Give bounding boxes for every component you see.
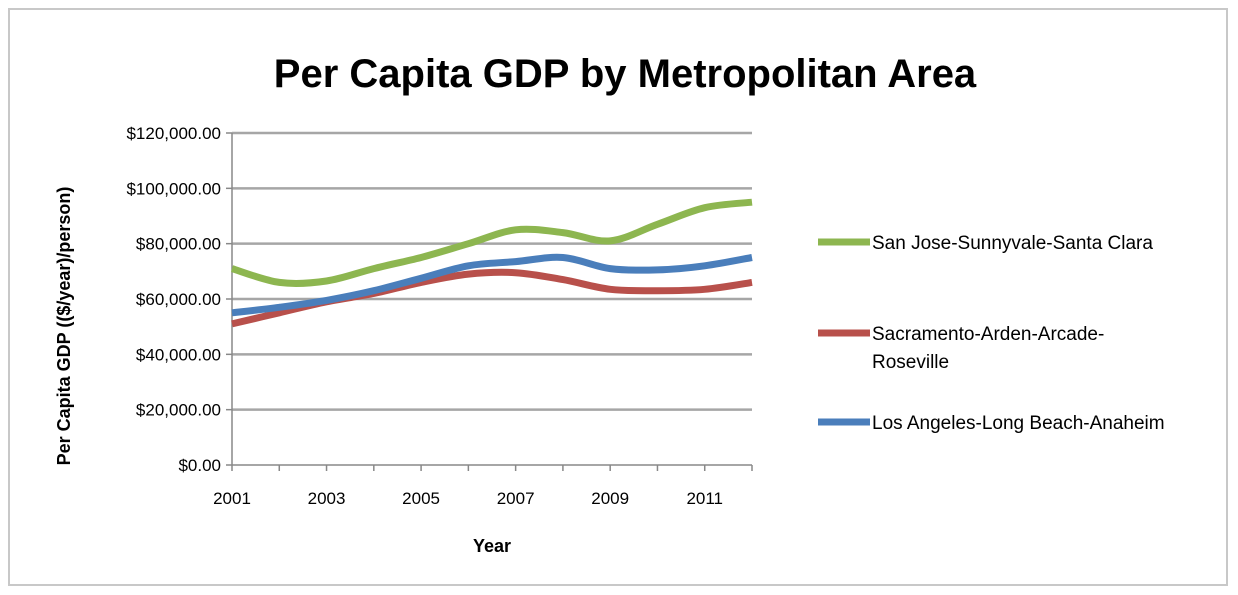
x-tick-label: 2007 xyxy=(497,489,535,508)
legend: San Jose-Sunnyvale-Santa Clara Sacramento… xyxy=(818,233,1165,434)
series-line-san-jose-sunnyvale-santa-clara xyxy=(230,198,753,287)
x-tick-label: 2003 xyxy=(308,489,346,508)
chart-title: Per Capita GDP by Metropolitan Area xyxy=(274,52,977,96)
y-axis-ticks: $0.00 $20,000.00 $40,000.00 $60,000.00 $80,0… xyxy=(126,124,232,475)
x-tick-label: 2009 xyxy=(591,489,629,508)
x-tick-label: 2011 xyxy=(686,489,723,508)
x-tick-label: 2005 xyxy=(402,489,440,508)
x-axis-title: Year xyxy=(473,536,511,556)
y-tick-label: $80,000.00 xyxy=(136,235,221,254)
series-lines xyxy=(230,198,753,328)
y-tick-label: $60,000.00 xyxy=(136,290,221,309)
y-tick-label: $120,000.00 xyxy=(126,124,221,143)
chart-frame xyxy=(8,8,1228,586)
y-tick-label: $20,000.00 xyxy=(136,401,221,420)
legend-label-san-jose-sunnyvale-santa-clara: San Jose-Sunnyvale-Santa Clara xyxy=(872,233,1153,254)
legend-label-sacramento-arden-arcade-roseville: Sacramento-Arden-Arcade- xyxy=(872,324,1104,345)
y-axis-title: Per Capita GDP (($/year)/person) xyxy=(54,187,74,466)
series-line-los-angeles-long-beach-anaheim xyxy=(231,253,753,317)
y-tick-label: $40,000.00 xyxy=(136,345,221,364)
legend-label-los-angeles-long-beach-anaheim: Los Angeles-Long Beach-Anaheim xyxy=(872,413,1165,434)
y-tick-label: $100,000.00 xyxy=(126,179,221,198)
y-tick-label: $0.00 xyxy=(178,456,221,475)
x-tick-label: 2001 xyxy=(213,489,251,508)
legend-label-sacramento-arden-arcade-roseville: Roseville xyxy=(872,352,949,373)
x-axis-ticks: 2001 2003 2005 2007 2009 2011 xyxy=(213,465,753,508)
